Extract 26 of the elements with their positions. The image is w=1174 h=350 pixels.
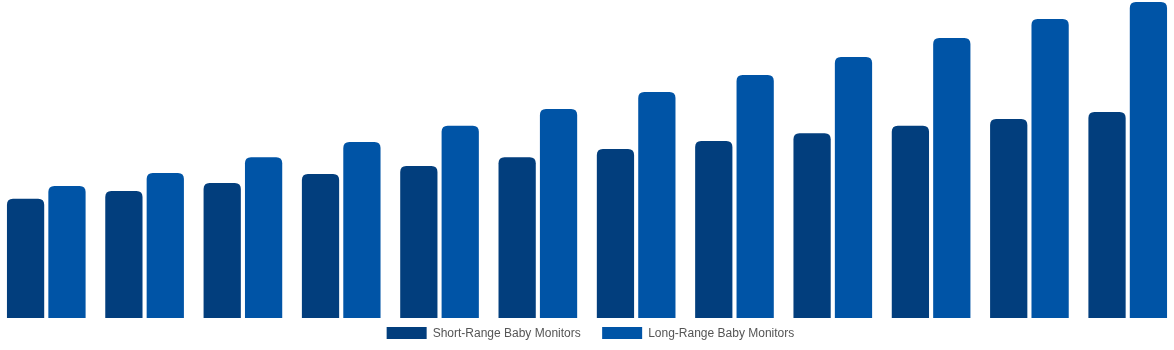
- bar: [1088, 111, 1126, 318]
- bar: [891, 125, 930, 318]
- bar: [244, 157, 283, 318]
- bar: [146, 172, 184, 318]
- bar: [695, 141, 733, 318]
- bar: [933, 38, 971, 318]
- bar: [990, 118, 1028, 318]
- bar: [48, 185, 86, 318]
- bar: [105, 190, 143, 318]
- bar: [793, 133, 831, 318]
- bar: [596, 148, 635, 318]
- bar: [498, 157, 536, 318]
- bar: [1031, 19, 1069, 318]
- bar: [638, 92, 676, 318]
- bar: [441, 125, 479, 318]
- legend-label: Short-Range Baby Monitors: [432, 326, 581, 340]
- bar: [203, 183, 241, 318]
- bar: [736, 75, 774, 318]
- bar: [539, 109, 578, 318]
- bar: [343, 141, 381, 318]
- bar: [834, 56, 873, 318]
- bar: [301, 173, 340, 318]
- bar: [1129, 2, 1168, 318]
- bar: [400, 166, 438, 318]
- legend-label: Long-Range Baby Monitors: [648, 326, 795, 340]
- bar: [6, 198, 45, 318]
